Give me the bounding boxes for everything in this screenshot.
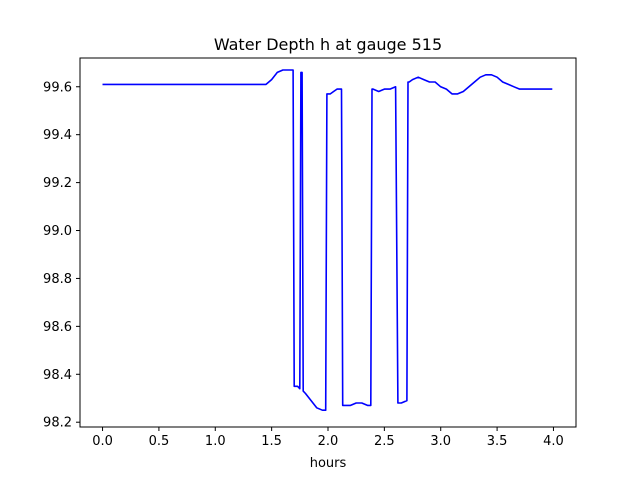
chart-title: Water Depth h at gauge 515: [214, 35, 442, 54]
x-tick-label: 4.0: [543, 434, 564, 449]
x-tick-label: 0.0: [92, 434, 113, 449]
x-tick-label: 0.5: [149, 434, 170, 449]
x-axis-label: hours: [310, 456, 347, 471]
x-tick-label: 3.5: [487, 434, 508, 449]
y-tick-label: 99.4: [43, 128, 72, 143]
x-tick-label: 2.0: [318, 434, 339, 449]
y-tick-label: 99.0: [43, 224, 72, 239]
plot-area: 0.0 0.5 1.0 1.5 2.0 2.5 3.0 3.5 4.0 98.2 98.4 98.6 9…: [43, 57, 577, 449]
y-tick-label: 98.4: [43, 368, 72, 383]
y-tick-label: 98.6: [43, 320, 72, 335]
y-tick-label: 99.2: [43, 176, 72, 191]
y-tick-label: 98.2: [43, 416, 72, 431]
x-tick-label: 1.0: [205, 434, 226, 449]
x-tick-label: 3.0: [430, 434, 451, 449]
x-tick-label: 2.5: [374, 434, 395, 449]
y-tick-label: 98.8: [43, 272, 72, 287]
series-line-0: [102, 69, 553, 412]
y-tick-label: 99.6: [43, 80, 72, 95]
x-tick-label: 1.5: [261, 434, 282, 449]
